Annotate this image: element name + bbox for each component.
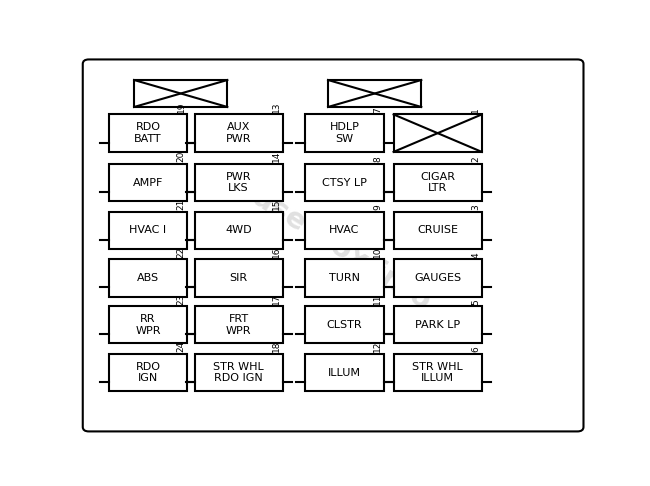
Text: CLSTR: CLSTR — [327, 320, 362, 330]
Text: 11: 11 — [373, 293, 382, 305]
Bar — [393, 115, 482, 152]
Text: CTSY LP: CTSY LP — [322, 177, 367, 188]
Text: 3: 3 — [471, 205, 480, 210]
Text: ILLUM: ILLUM — [328, 368, 361, 378]
Bar — [306, 212, 384, 249]
Text: RDO
BATT: RDO BATT — [134, 122, 162, 144]
Text: STR WHL
RDO IGN: STR WHL RDO IGN — [213, 362, 264, 383]
Text: AMPF: AMPF — [133, 177, 163, 188]
Text: CRUISE: CRUISE — [417, 226, 458, 235]
Text: FRT
WPR: FRT WPR — [226, 314, 252, 335]
Bar — [194, 354, 283, 391]
Bar — [134, 80, 228, 107]
Bar — [306, 306, 384, 344]
Text: 1: 1 — [471, 107, 480, 113]
Text: 20: 20 — [177, 151, 185, 162]
Text: 10: 10 — [373, 246, 382, 258]
Text: PARK LP: PARK LP — [415, 320, 460, 330]
Bar — [109, 115, 187, 152]
Text: RR
WPR: RR WPR — [135, 314, 161, 335]
Bar — [328, 80, 421, 107]
Bar — [306, 259, 384, 296]
Text: PWR
LKS: PWR LKS — [226, 172, 252, 193]
Text: 15: 15 — [272, 199, 281, 210]
Text: RDO
IGN: RDO IGN — [135, 362, 161, 383]
Text: 16: 16 — [272, 246, 281, 258]
Bar — [194, 259, 283, 296]
Text: 17: 17 — [272, 293, 281, 305]
Bar — [393, 212, 482, 249]
Bar — [393, 259, 482, 296]
Text: HVAC: HVAC — [330, 226, 359, 235]
Bar — [109, 354, 187, 391]
Text: 13: 13 — [272, 102, 281, 113]
Text: 4: 4 — [471, 252, 480, 258]
Text: 7: 7 — [373, 107, 382, 113]
Text: 22: 22 — [177, 246, 185, 258]
Text: 9: 9 — [373, 205, 382, 210]
Text: GAUGES: GAUGES — [414, 273, 462, 283]
Text: 8: 8 — [373, 156, 382, 162]
Bar — [393, 306, 482, 344]
Text: 23: 23 — [177, 293, 185, 305]
Text: 18: 18 — [272, 341, 281, 352]
Bar — [194, 306, 283, 344]
Bar — [306, 115, 384, 152]
Text: SIR: SIR — [229, 273, 248, 283]
Text: HDLP
SW: HDLP SW — [330, 122, 359, 144]
Text: 24: 24 — [177, 341, 185, 352]
Text: 2: 2 — [471, 156, 480, 162]
Bar — [109, 259, 187, 296]
Bar — [306, 354, 384, 391]
Text: 21: 21 — [177, 199, 185, 210]
Bar — [393, 354, 482, 391]
Text: ABS: ABS — [137, 273, 159, 283]
Bar — [194, 212, 283, 249]
Text: 19: 19 — [177, 102, 185, 113]
Bar — [393, 164, 482, 201]
Text: HVAC I: HVAC I — [129, 226, 166, 235]
Text: 12: 12 — [373, 341, 382, 352]
Text: CIGAR
LTR: CIGAR LTR — [420, 172, 455, 193]
Text: STR WHL
ILLUM: STR WHL ILLUM — [412, 362, 463, 383]
Text: 14: 14 — [272, 151, 281, 162]
Text: 5: 5 — [471, 299, 480, 305]
Bar — [194, 115, 283, 152]
Bar — [109, 164, 187, 201]
Text: 4WD: 4WD — [226, 226, 252, 235]
Bar — [109, 306, 187, 344]
Text: 6: 6 — [471, 347, 480, 352]
Bar — [194, 164, 283, 201]
Text: TURN: TURN — [329, 273, 360, 283]
Text: AUX
PWR: AUX PWR — [226, 122, 252, 144]
FancyBboxPatch shape — [83, 59, 584, 432]
Bar — [109, 212, 187, 249]
Text: Fuse-Box.info: Fuse-Box.info — [231, 174, 436, 316]
Bar — [306, 164, 384, 201]
